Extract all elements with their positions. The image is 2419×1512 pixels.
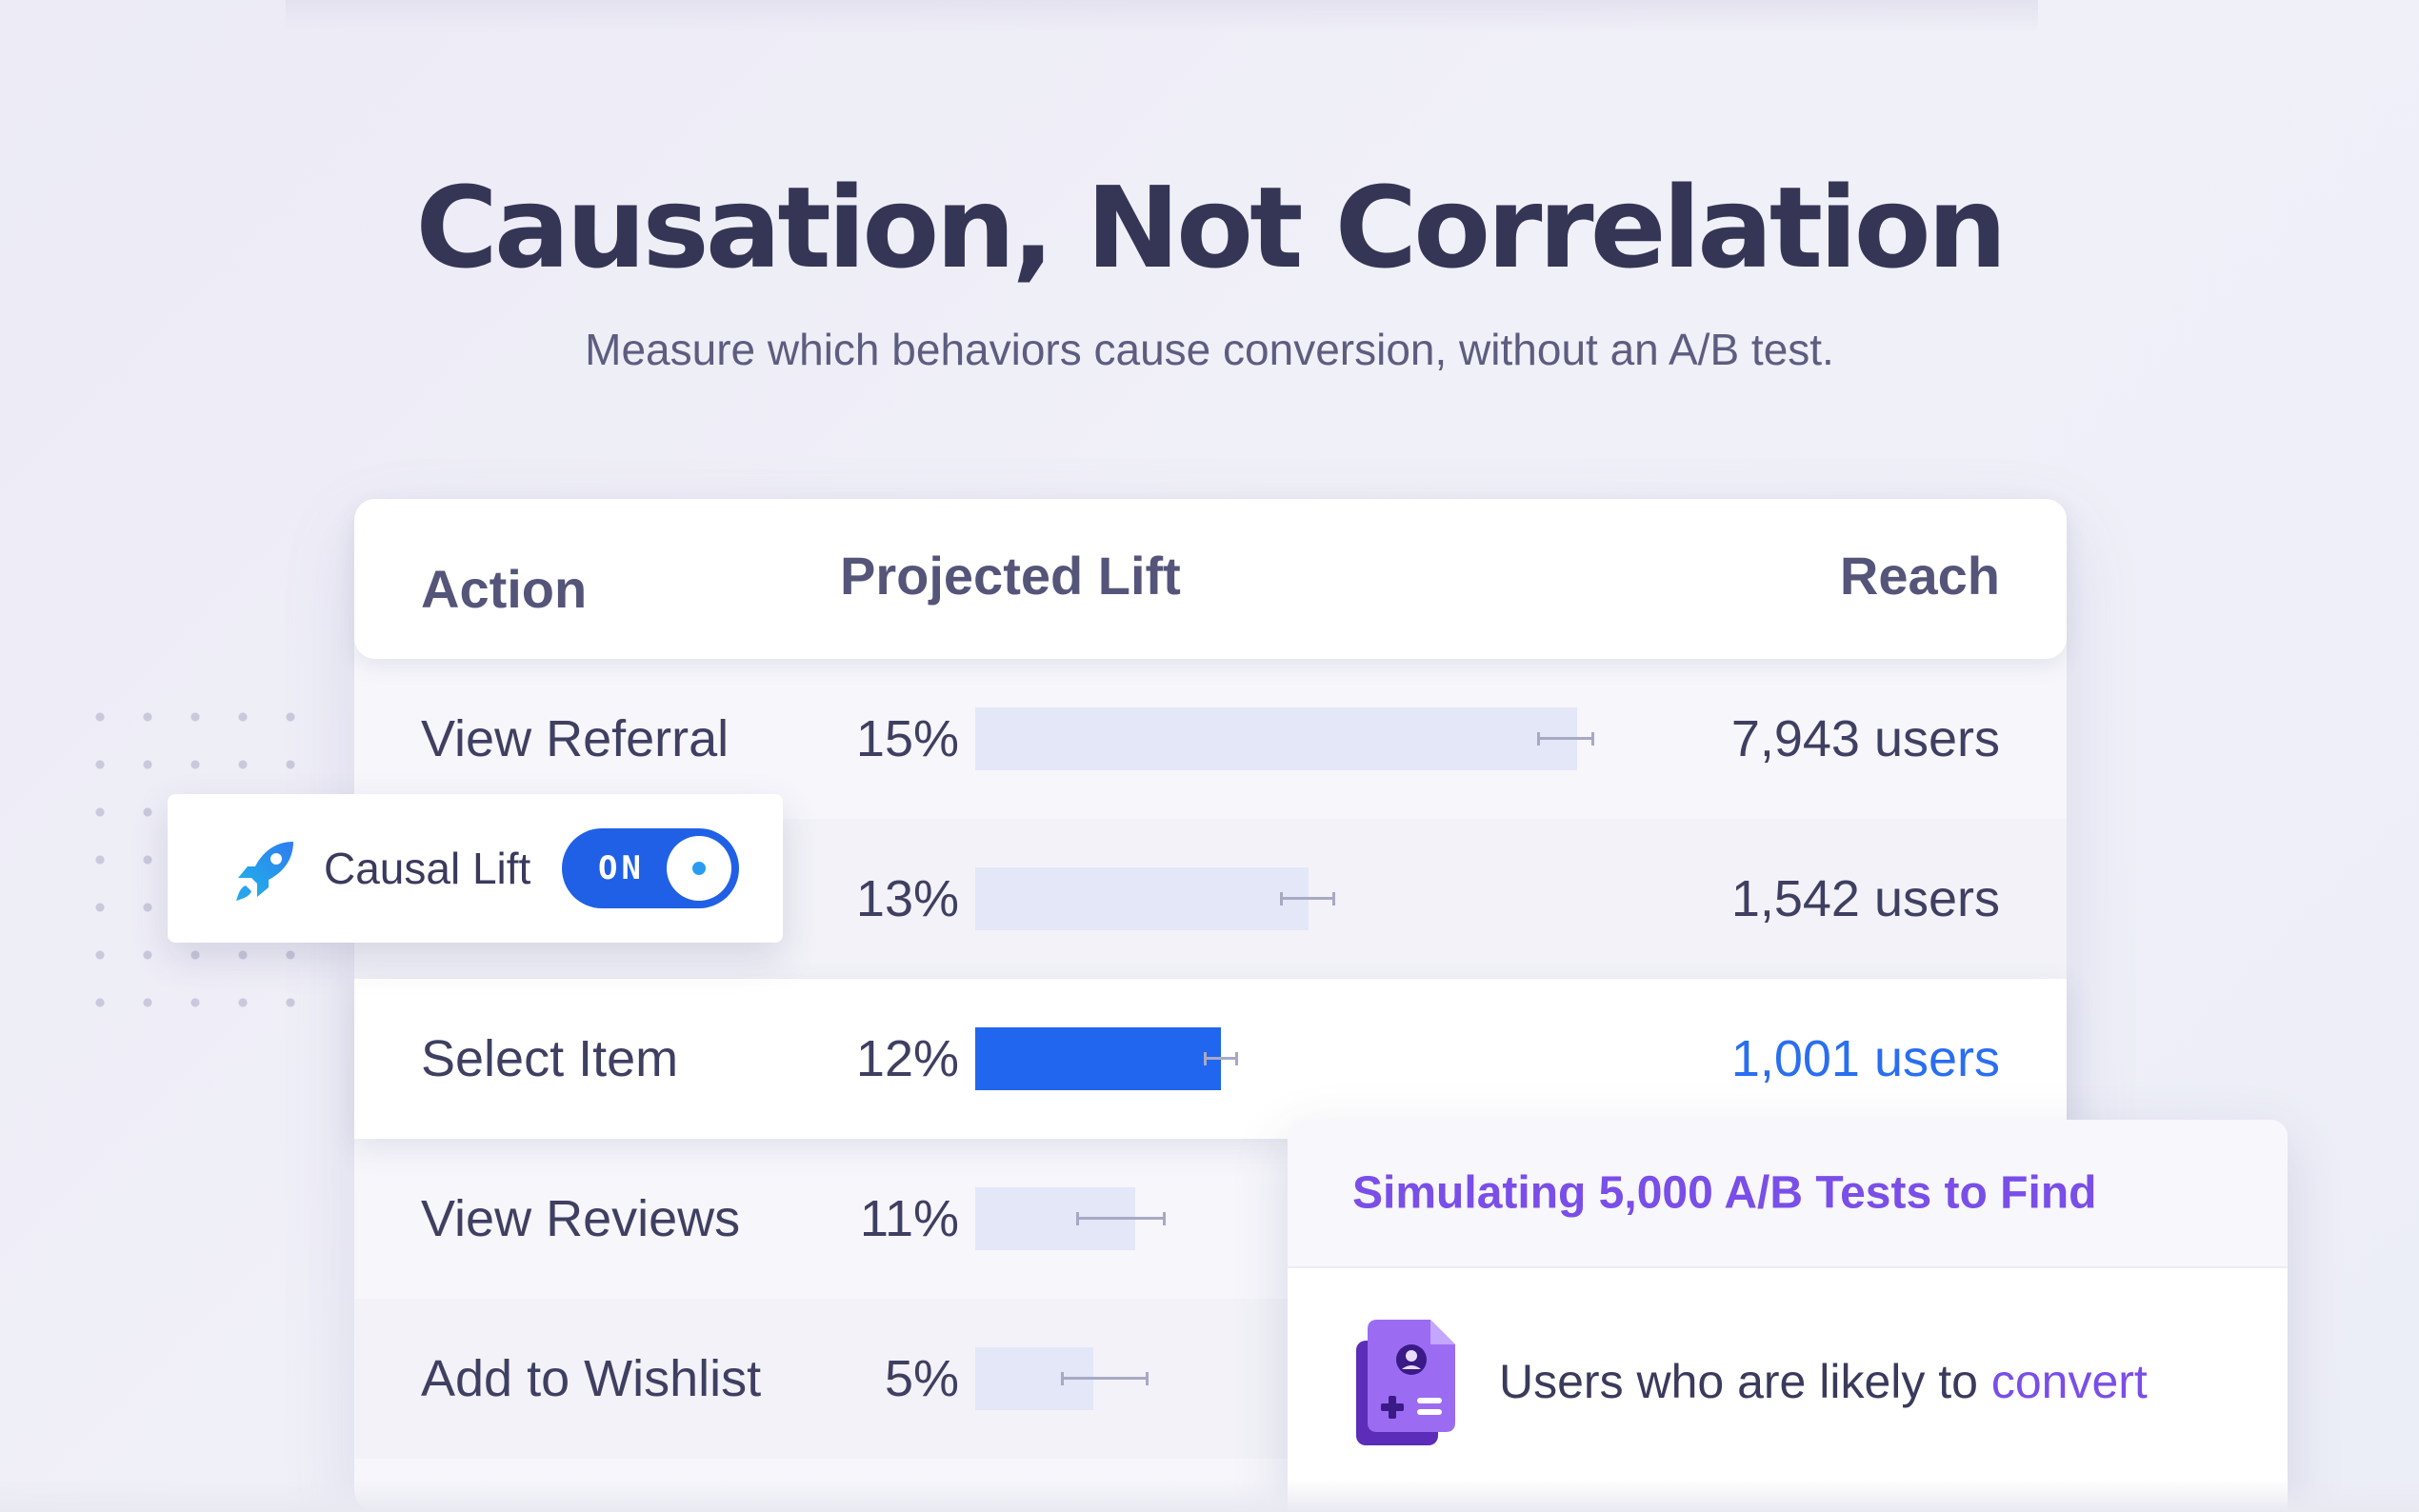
error-bar: [1061, 1372, 1149, 1385]
lift-bar: [975, 1027, 1699, 1090]
page-subtitle: Measure which behaviors cause conversion…: [585, 325, 1834, 374]
causal-lift-toggle-card: Causal Lift ON: [168, 794, 783, 943]
switch-knob[interactable]: [667, 836, 731, 901]
table-header: Action Projected Lift Reach: [354, 499, 2067, 659]
page-title: Causation, Not Correlation: [415, 162, 2007, 293]
error-bar: [1076, 1212, 1166, 1225]
simulation-title: Simulating 5,000 A/B Tests to Find: [1352, 1167, 2097, 1219]
simulation-description: Users who are likely to convert: [1499, 1354, 2148, 1409]
causal-lift-label: Causal Lift: [324, 844, 531, 893]
lift-bar-fill: [975, 867, 1309, 930]
row-action: View Reviews: [421, 1190, 741, 1247]
row-lift-percent: 13%: [855, 870, 959, 927]
row-reach: 7,943 users: [1730, 710, 2000, 767]
rocket-icon: [236, 842, 293, 901]
row-reach: 1,542 users: [1730, 870, 2000, 927]
lift-bar: [975, 707, 1699, 770]
simulation-text-accent[interactable]: convert: [1990, 1355, 2148, 1408]
row-lift-percent: 12%: [855, 1030, 959, 1087]
column-header-reach[interactable]: Reach: [1839, 546, 2000, 606]
column-header-projected-lift[interactable]: Projected Lift: [840, 546, 1181, 606]
table-row[interactable]: e 13% 1,542 users: [354, 819, 2067, 979]
lift-bar: [975, 1187, 1699, 1250]
error-bar: [1280, 892, 1335, 905]
column-header-action[interactable]: Action: [421, 559, 588, 619]
table-row[interactable]: View Referral 15% 7,943 users: [354, 659, 2067, 819]
causal-lift-switch[interactable]: ON: [562, 828, 739, 908]
row-reach[interactable]: 1,001 users: [1730, 1030, 2000, 1087]
user-document-icon: [1356, 1320, 1455, 1445]
simulation-header: Simulating 5,000 A/B Tests to Find: [1288, 1120, 2288, 1268]
row-action: Add to Wishlist: [421, 1350, 762, 1407]
table-row[interactable]: View Reviews 11%: [354, 1139, 2067, 1299]
lift-bar-fill: [975, 1027, 1221, 1090]
switch-state-label: ON: [598, 849, 645, 887]
error-bar: [1537, 732, 1594, 746]
lift-bar: [975, 1347, 1699, 1410]
lift-table: Action Projected Lift Reach View Referra…: [354, 499, 2067, 1512]
row-action: View Referral: [421, 710, 730, 767]
row-lift-percent: 15%: [855, 710, 959, 767]
simulation-text-prefix: Users who are likely to: [1499, 1355, 1991, 1408]
row-lift-percent: 11%: [859, 1190, 959, 1247]
row-lift-percent: 5%: [884, 1350, 959, 1407]
lift-bar: [975, 867, 1699, 930]
row-action: Select Item: [421, 1030, 679, 1087]
table-row-highlighted[interactable]: Select Item 12% 1,001 users: [354, 979, 2067, 1139]
error-bar: [1204, 1052, 1238, 1065]
bottom-fade: [0, 1480, 2419, 1512]
simulation-card: Simulating 5,000 A/B Tests to Find Users…: [1288, 1120, 2288, 1512]
top-fade: [286, 0, 2038, 32]
lift-bar-fill: [975, 707, 1577, 770]
